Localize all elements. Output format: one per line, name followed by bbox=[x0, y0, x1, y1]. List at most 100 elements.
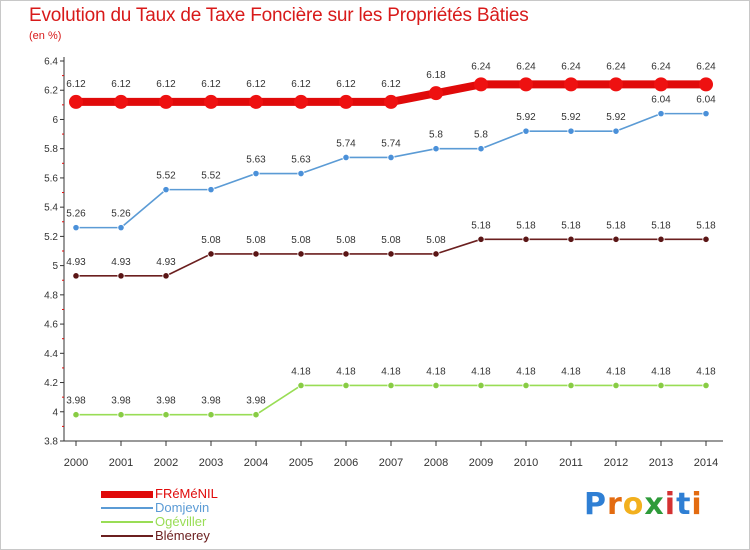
data-label: 6.24 bbox=[516, 61, 536, 72]
data-label: 4.18 bbox=[651, 366, 671, 377]
data-point bbox=[342, 153, 350, 162]
x-tick-label: 2007 bbox=[379, 457, 403, 469]
data-label: 3.98 bbox=[246, 396, 266, 407]
data-point bbox=[654, 77, 668, 92]
data-label: 5.18 bbox=[606, 220, 626, 231]
data-point bbox=[252, 411, 260, 419]
data-point bbox=[429, 86, 443, 101]
y-tick-label: 6.2 bbox=[44, 86, 58, 97]
data-point bbox=[387, 153, 395, 162]
data-point bbox=[204, 94, 218, 109]
data-label: 5.92 bbox=[516, 112, 536, 123]
data-label: 6.12 bbox=[246, 79, 266, 90]
x-tick-label: 2013 bbox=[649, 457, 673, 469]
data-point bbox=[69, 94, 83, 109]
chart-title: Evolution du Taux de Taxe Foncière sur l… bbox=[29, 5, 529, 26]
data-label: 3.98 bbox=[111, 396, 131, 407]
logo-letter: i bbox=[691, 487, 703, 522]
x-tick-label: 2010 bbox=[514, 457, 538, 469]
data-label: 4.18 bbox=[696, 366, 716, 377]
data-point bbox=[702, 235, 710, 243]
legend-swatch bbox=[101, 535, 153, 537]
data-label: 5.18 bbox=[696, 220, 716, 231]
data-point bbox=[294, 94, 308, 109]
y-tick-label: 5.4 bbox=[44, 203, 58, 214]
x-tick-label: 2001 bbox=[109, 457, 133, 469]
series-fréménil: 6.12 6.12 6.12 6.12 6.12 6.12 6.12 6.12 6.18 6.24… bbox=[66, 61, 716, 109]
data-point bbox=[117, 272, 125, 280]
legend-label: Domjevin bbox=[155, 500, 210, 515]
data-point bbox=[297, 169, 305, 178]
data-point bbox=[657, 381, 665, 390]
logo-letter: x bbox=[644, 487, 665, 522]
y-tick-label: 6 bbox=[52, 115, 58, 126]
data-label: 5.18 bbox=[516, 220, 536, 231]
data-point bbox=[72, 411, 80, 419]
data-label: 5.52 bbox=[156, 171, 176, 182]
data-label: 6.18 bbox=[426, 70, 446, 81]
data-label: 5.08 bbox=[336, 235, 356, 246]
data-point bbox=[72, 272, 80, 280]
data-label: 5.26 bbox=[66, 209, 86, 220]
data-point bbox=[432, 381, 440, 390]
data-label: 6.24 bbox=[471, 61, 491, 72]
data-point bbox=[72, 224, 80, 232]
data-point bbox=[612, 127, 620, 135]
data-point bbox=[432, 145, 440, 153]
data-point bbox=[384, 94, 398, 109]
legend-label: FRéMéNIL bbox=[155, 486, 218, 501]
y-tick-label: 4.2 bbox=[44, 378, 58, 389]
legend-swatch bbox=[101, 521, 153, 523]
data-point bbox=[612, 381, 620, 390]
data-label: 6.24 bbox=[651, 61, 671, 72]
data-label: 5.08 bbox=[381, 235, 401, 246]
data-label: 6.12 bbox=[66, 79, 86, 90]
data-point bbox=[699, 77, 713, 92]
data-point bbox=[162, 186, 170, 194]
data-label: 4.18 bbox=[471, 366, 491, 377]
data-label: 5.08 bbox=[426, 235, 446, 246]
legend-label: Ogéviller bbox=[155, 514, 207, 529]
data-point bbox=[162, 272, 170, 280]
data-point bbox=[474, 77, 488, 92]
x-tick-label: 2014 bbox=[694, 457, 718, 469]
y-tick-label: 5.6 bbox=[44, 173, 58, 184]
data-label: 5.08 bbox=[291, 235, 311, 246]
data-point bbox=[249, 94, 263, 109]
data-point bbox=[117, 224, 125, 232]
data-point bbox=[114, 94, 128, 109]
data-label: 4.93 bbox=[156, 257, 176, 268]
data-point bbox=[477, 235, 485, 243]
data-label: 6.12 bbox=[201, 79, 221, 90]
data-point bbox=[297, 381, 305, 390]
data-point bbox=[342, 250, 350, 258]
x-tick-label: 2005 bbox=[289, 457, 313, 469]
y-unit-label: (en %) bbox=[29, 30, 62, 42]
data-label: 4.18 bbox=[291, 366, 311, 377]
x-tick-label: 2012 bbox=[604, 457, 628, 469]
y-tick-label: 5.2 bbox=[44, 232, 58, 243]
data-point bbox=[387, 381, 395, 390]
data-label: 4.18 bbox=[516, 366, 536, 377]
data-label: 3.98 bbox=[201, 396, 221, 407]
x-tick-label: 2009 bbox=[469, 457, 493, 469]
data-point bbox=[477, 145, 485, 153]
data-label: 5.52 bbox=[201, 171, 221, 182]
data-label: 6.12 bbox=[111, 79, 131, 90]
data-point bbox=[522, 381, 530, 390]
data-label: 4.93 bbox=[111, 257, 131, 268]
data-point bbox=[207, 411, 215, 419]
data-label: 5.92 bbox=[606, 112, 626, 123]
data-label: 5.08 bbox=[246, 235, 266, 246]
x-tick-label: 2002 bbox=[154, 457, 178, 469]
data-label: 4.18 bbox=[606, 366, 626, 377]
y-tick-label: 3.8 bbox=[44, 437, 58, 448]
data-label: 6.24 bbox=[606, 61, 626, 72]
data-label: 5.74 bbox=[381, 138, 401, 149]
logo-letter: o bbox=[622, 487, 645, 522]
data-point bbox=[117, 411, 125, 419]
logo-letter: P bbox=[584, 487, 607, 522]
x-tick-label: 2008 bbox=[424, 457, 448, 469]
data-label: 6.12 bbox=[381, 79, 401, 90]
